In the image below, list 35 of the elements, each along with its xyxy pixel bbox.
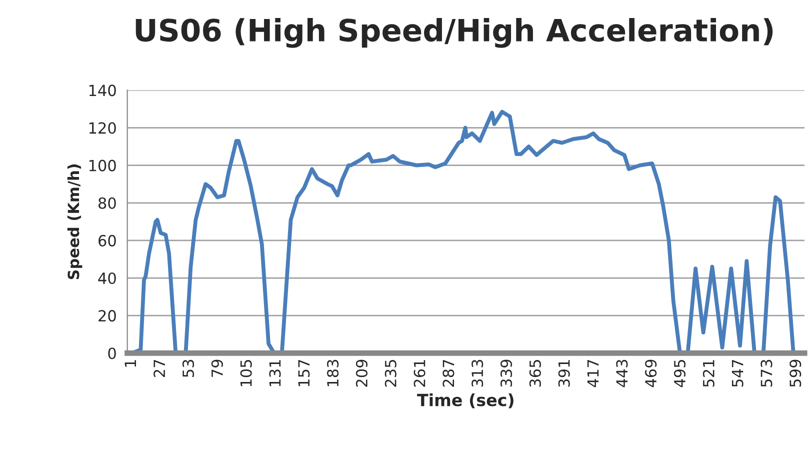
x-tick-label: 495 [674,360,686,388]
x-tick-label: 313 [472,360,484,387]
x-tick-label: 547 [732,360,744,387]
x-tick-label: 79 [211,360,223,377]
y-tick-label: 80 [98,197,116,209]
x-axis-title: Time (sec) [417,393,514,408]
x-tick-label: 27 [154,360,165,378]
y-tick-label: 120 [89,122,116,134]
x-tick-label: 157 [298,360,310,386]
x-tick-label: 1 [124,360,136,367]
y-tick-label: 60 [98,234,116,246]
x-tick-label: 209 [356,360,368,387]
y-tick-label: 100 [89,160,116,172]
x-tick-label: 417 [587,360,599,388]
y-tick-label: 140 [89,84,116,96]
x-tick-label: 391 [558,360,570,387]
x-tick-label: 365 [529,360,541,387]
y-tick-label: 0 [108,348,116,360]
x-tick-label: 131 [269,360,281,386]
x-tick-label: 521 [702,360,714,387]
y-tick-label: 20 [98,310,116,322]
x-tick-label: 469 [645,360,657,388]
x-tick-label: 339 [500,360,512,387]
x-tick-label: 599 [790,360,802,387]
x-tick-label: 183 [327,360,339,386]
x-tick-label: 235 [384,360,396,387]
x-tick-label: 287 [442,360,454,387]
x-tick-label: 573 [760,360,772,387]
chart-title: US06 (High Speed/High Acceleration) [136,18,773,48]
x-tick-label: 443 [616,360,628,388]
y-axis-title: Speed (Km/h) [67,164,82,280]
x-tick-label: 105 [240,360,252,386]
x-tick-label: 53 [182,360,194,377]
y-tick-label: 40 [98,272,116,284]
x-tick-label: 261 [414,360,426,387]
